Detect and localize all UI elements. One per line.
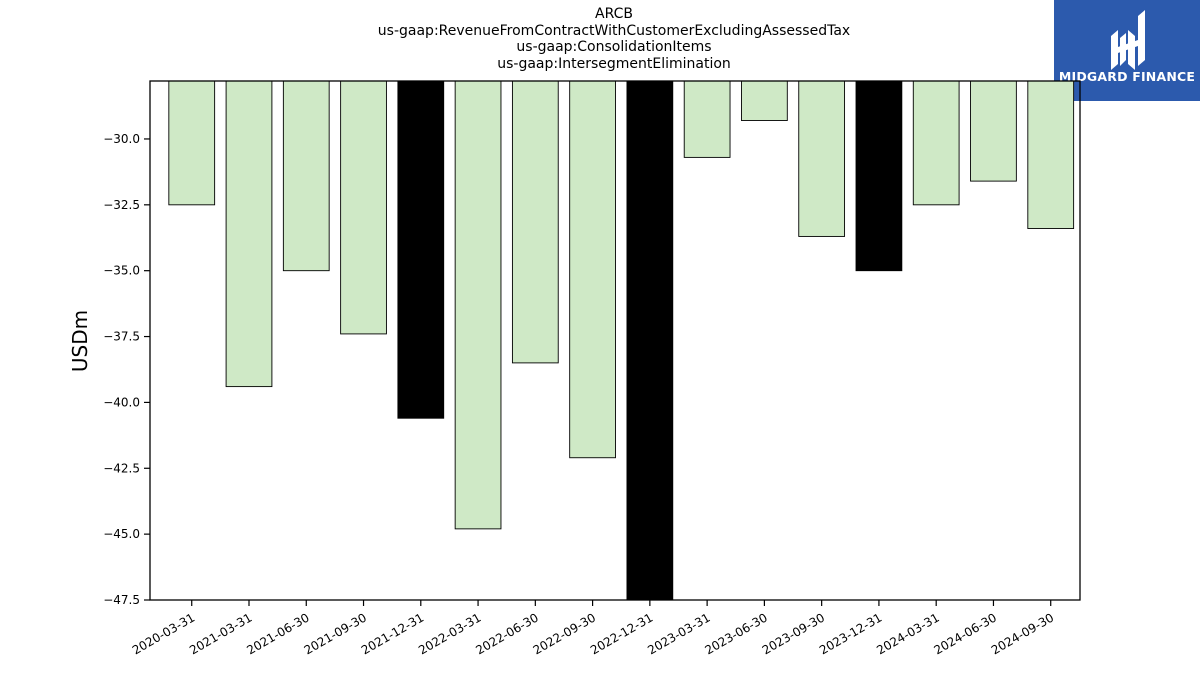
bars-group (168, 80, 1075, 601)
y-tick-label: −40.0 (103, 395, 140, 409)
x-tick-label: 2024-03-31 (874, 610, 941, 657)
chart-title: ARCB us-gaap:RevenueFromContractWithCust… (0, 6, 1200, 72)
bar-2023-12-31 (855, 80, 903, 272)
x-tick-label: 2023-09-30 (760, 610, 827, 657)
bar-2022-09-30 (569, 80, 616, 459)
y-tick-label: −35.0 (103, 264, 140, 278)
x-tick-label: 2020-03-31 (130, 610, 197, 657)
bar-2023-09-30 (798, 80, 846, 237)
bar-2021-12-31 (397, 80, 445, 419)
bar-2023-06-30 (741, 80, 788, 121)
x-tick-label: 2022-06-30 (473, 610, 540, 657)
x-tick-label: 2021-12-31 (359, 610, 426, 657)
logo-text: MIDGARD FINANCE (1058, 69, 1196, 84)
bar-2021-03-31 (225, 80, 273, 388)
x-tick-label: 2024-06-30 (932, 610, 999, 657)
y-axis: −30.0 −32.5 −35.0 −37.5 −40.0 −42.5 −45.0 −47.5 (103, 132, 150, 607)
plot-frame (149, 80, 1081, 601)
x-tick-label: 2021-03-31 (187, 610, 254, 657)
bar-2022-03-31 (454, 80, 502, 530)
y-tick-label: −42.5 (103, 461, 140, 475)
title-line-3: us-gaap:ConsolidationItems (516, 39, 712, 55)
y-tick-label: −32.5 (103, 198, 140, 212)
bar-2021-06-30 (282, 80, 330, 272)
x-tick-label: 2022-12-31 (588, 610, 655, 657)
bar-2020-03-31 (168, 80, 216, 206)
bar-2024-06-30 (970, 80, 1017, 182)
x-tick-label: 2023-03-31 (645, 610, 712, 657)
title-line-1: ARCB (595, 6, 633, 22)
logo-mark-icon (1111, 10, 1145, 70)
x-tick-label: 2024-09-30 (989, 610, 1056, 657)
title-line-2: us-gaap:RevenueFromContractWithCustomerE… (377, 22, 851, 39)
x-tick-label: 2022-09-30 (531, 610, 598, 657)
bar-2021-09-30 (340, 80, 387, 335)
brand-logo: MIDGARD FINANCE (1054, 0, 1200, 101)
y-tick-label: −47.5 (103, 593, 140, 607)
bar-2024-09-30 (1027, 80, 1075, 229)
x-tick-label: 2023-12-31 (817, 610, 884, 657)
y-tick-label: −45.0 (103, 527, 140, 541)
x-tick-label: 2021-09-30 (302, 610, 369, 657)
bar-2024-03-31 (912, 80, 960, 206)
x-tick-label: 2022-03-31 (416, 610, 483, 657)
x-axis: 2020-03-312021-03-312021-06-302021-09-30… (130, 600, 1056, 657)
x-tick-label: 2021-06-30 (244, 610, 311, 657)
bar-2023-03-31 (683, 80, 731, 158)
x-tick-label: 2023-06-30 (702, 610, 769, 657)
bar-2022-12-31 (626, 80, 674, 601)
bar-2022-06-30 (511, 80, 559, 364)
y-axis-label: USDm (68, 310, 92, 372)
y-tick-label: −30.0 (103, 132, 140, 146)
y-tick-label: −37.5 (103, 330, 140, 344)
title-line-4: us-gaap:IntersegmentElimination (497, 55, 731, 72)
